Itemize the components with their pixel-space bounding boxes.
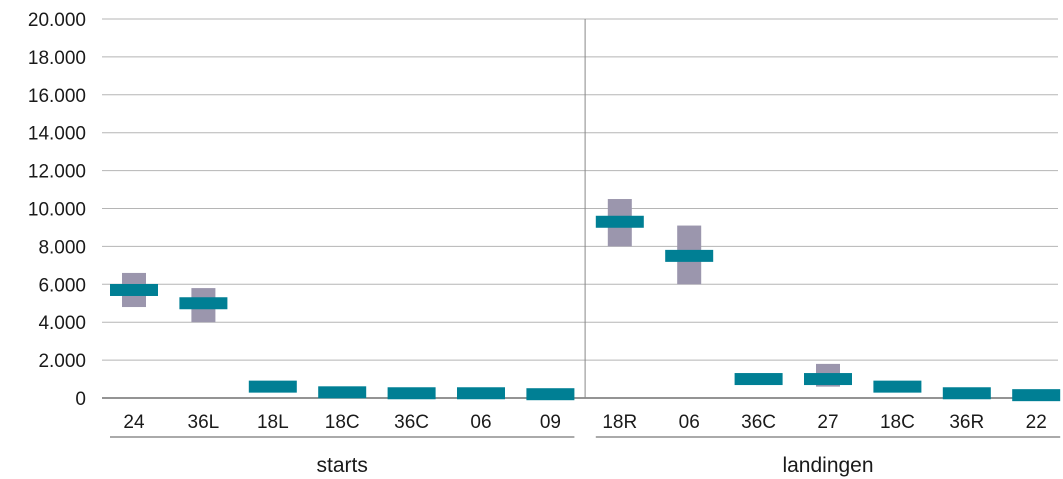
gridlines — [102, 18, 1058, 399]
value-marker — [110, 283, 158, 296]
y-tick-label: 2.000 — [38, 351, 86, 372]
value-marker — [387, 387, 436, 400]
value-marker — [179, 297, 228, 310]
value-marker — [1012, 389, 1061, 402]
x-tick-label: 06 — [679, 412, 700, 433]
x-tick-label: 18C — [880, 412, 915, 433]
value-marker — [734, 373, 783, 386]
x-tick-label: 18C — [325, 412, 360, 433]
data-marks — [110, 199, 1061, 402]
y-tick-label: 12.000 — [28, 162, 86, 183]
y-tick-label: 18.000 — [28, 48, 86, 69]
x-tick-label: 06 — [470, 412, 491, 433]
value-marker — [457, 387, 505, 400]
y-tick-label: 20.000 — [28, 10, 86, 31]
y-tick-label: 16.000 — [28, 86, 86, 107]
y-tick-label: 6.000 — [38, 275, 86, 296]
y-tick-label: 8.000 — [38, 237, 86, 258]
x-tick-label: 24 — [123, 412, 145, 433]
x-tick-label: 18L — [257, 412, 289, 433]
y-tick-label: 4.000 — [38, 313, 86, 334]
group-label: landingen — [782, 454, 873, 477]
y-tick-label: 14.000 — [28, 124, 86, 145]
value-marker — [595, 215, 644, 228]
y-axis: 0 2.000 4.000 6.000 8.000 10.000 12.000 14.000 1… — [28, 10, 86, 410]
y-tick-label: 0 — [75, 389, 86, 410]
value-marker — [665, 249, 714, 262]
x-tick-label: 36C — [394, 412, 429, 433]
x-tick-label: 27 — [817, 412, 838, 433]
x-tick-label: 36R — [949, 412, 984, 433]
value-marker — [873, 380, 922, 393]
value-marker — [248, 380, 297, 393]
x-tick-label: 09 — [540, 412, 561, 433]
group-label: starts — [317, 454, 368, 477]
x-tick-label: 36C — [741, 412, 776, 433]
value-marker — [942, 387, 991, 400]
x-tick-label: 18R — [602, 412, 637, 433]
y-tick-label: 10.000 — [28, 200, 86, 221]
x-tick-label: 22 — [1026, 412, 1047, 433]
x-axis: 24 36L 18L 18C 36C 06 09 starts 18R 06 36C 27 18C 36R… — [110, 412, 1061, 477]
x-tick-label: 36L — [188, 412, 220, 433]
value-marker — [526, 388, 575, 401]
value-marker — [318, 386, 367, 399]
value-marker — [804, 373, 852, 386]
